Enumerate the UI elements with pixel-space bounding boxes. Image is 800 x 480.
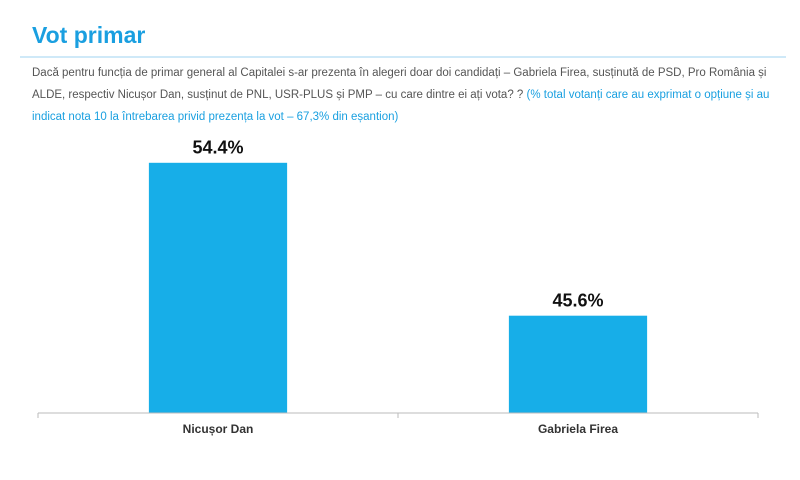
value-label: 45.6%: [552, 290, 603, 310]
bar: [508, 315, 648, 413]
subtitle-block: Dacă pentru funcția de primar general al…: [32, 62, 772, 128]
value-label: 54.4%: [192, 138, 243, 158]
bar: [148, 162, 288, 413]
x-tick-label: Nicușor Dan: [183, 422, 254, 436]
header-rule: [20, 56, 786, 58]
x-tick-label: Gabriela Firea: [538, 422, 618, 436]
subtitle: Dacă pentru funcția de primar general al…: [32, 67, 767, 101]
note: (% total votanți care au exprimat o opți…: [32, 89, 770, 123]
chart-title: Vot primar: [32, 22, 146, 48]
